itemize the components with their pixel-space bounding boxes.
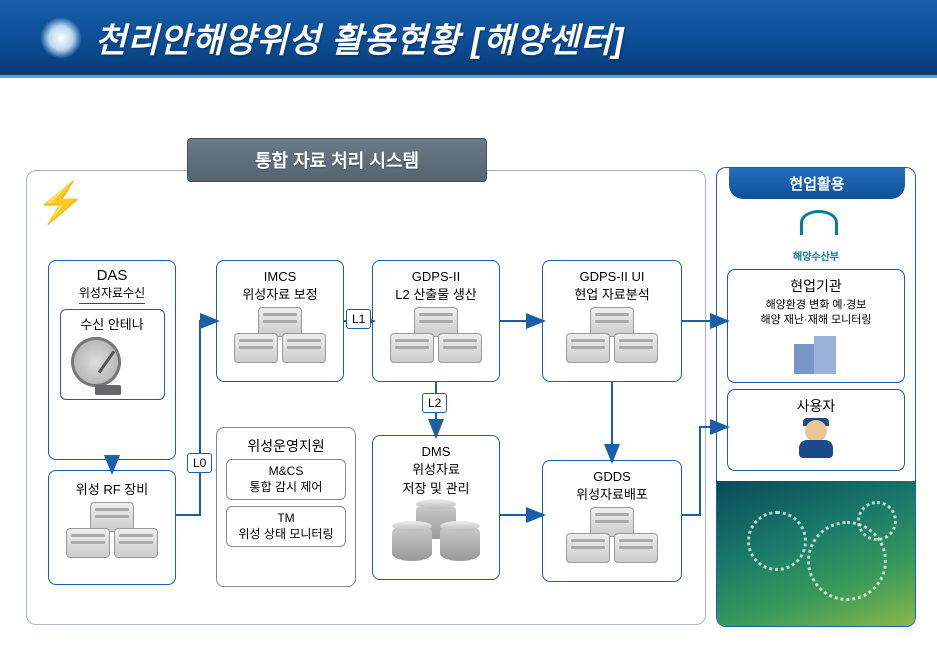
side-card-org: 현업기관 해양환경 변화 예·경보 해양 재난·재해 모니터링 bbox=[727, 269, 905, 383]
node-gdps2ui: GDPS-II UI 현업 자료분석 bbox=[542, 260, 682, 382]
node-imcs: IMCS 위성자료 보정 bbox=[216, 260, 344, 382]
ministry-logo-icon bbox=[792, 210, 840, 248]
org-line1: 해양환경 변화 예·경보 bbox=[734, 298, 898, 313]
label-l0: L0 bbox=[187, 453, 212, 473]
servers-icon bbox=[62, 502, 162, 562]
ocean-image bbox=[717, 481, 915, 626]
main-system-title: 통합 자료 처리 시스템 bbox=[187, 138, 487, 182]
servers-icon bbox=[386, 307, 486, 367]
node-dms: DMS 위성자료 저장 및 관리 bbox=[372, 435, 500, 580]
servers-icon bbox=[562, 307, 662, 367]
support-tm: TM 위성 상태 모니터링 bbox=[226, 506, 346, 547]
gdds-title: GDDS 위성자료배포 bbox=[576, 469, 648, 503]
side-box: 현업활용 해양수산부 현업기관 해양환경 변화 예·경보 해양 재난·재해 모니… bbox=[716, 167, 916, 627]
database-icon bbox=[386, 501, 486, 561]
dms-title: DMS 위성자료 저장 및 관리 bbox=[402, 444, 469, 497]
das-title-text: DAS bbox=[97, 267, 128, 284]
servers-icon bbox=[562, 507, 662, 567]
support-title: 위성운영지원 bbox=[247, 436, 324, 456]
das-subtitle: 위성자료수신 bbox=[79, 286, 145, 301]
label-l2: L2 bbox=[422, 393, 447, 413]
node-gdps2: GDPS-II L2 산출물 생산 bbox=[372, 260, 500, 382]
label-l1: L1 bbox=[346, 309, 371, 329]
side-header: 현업활용 bbox=[729, 167, 905, 199]
node-rf: 위성 RF 장비 bbox=[48, 470, 176, 585]
rf-label: 위성 RF 장비 bbox=[76, 479, 148, 498]
org-line2: 해양 재난·재해 모니터링 bbox=[734, 313, 898, 328]
das-title: DAS 위성자료수신 bbox=[79, 267, 145, 304]
imcs-title: IMCS 위성자료 보정 bbox=[242, 269, 317, 303]
user-title: 사용자 bbox=[734, 396, 898, 416]
side-card-user: 사용자 bbox=[727, 389, 905, 471]
org-title: 현업기관 bbox=[734, 276, 898, 296]
das-antenna-box: 수신 안테나 bbox=[60, 309, 165, 400]
node-das: DAS 위성자료수신 수신 안테나 bbox=[48, 260, 176, 460]
node-support: 위성운영지원 M&CS 통합 감시 제어 TM 위성 상태 모니터링 bbox=[216, 427, 356, 587]
diagram-canvas: ⚡ 통합 자료 처리 시스템 DAS 위성자료수신 수신 안테나 위성 RF 장… bbox=[0, 95, 937, 653]
node-gdds: GDDS 위성자료배포 bbox=[542, 460, 682, 582]
sailor-icon bbox=[794, 418, 838, 462]
page-title: 천리안해양위성 활용현황 [해양센터] bbox=[95, 13, 625, 62]
ministry-label: 해양수산부 bbox=[717, 248, 915, 263]
gdps2ui-title: GDPS-II UI 현업 자료분석 bbox=[574, 269, 649, 303]
support-mcs: M&CS 통합 감시 제어 bbox=[226, 459, 346, 500]
gdps2-title: GDPS-II L2 산출물 생산 bbox=[395, 269, 476, 303]
servers-icon bbox=[230, 307, 330, 367]
das-antenna-label: 수신 안테나 bbox=[67, 314, 158, 333]
building-icon bbox=[794, 334, 838, 374]
dish-icon bbox=[67, 335, 137, 395]
title-bar: 천리안해양위성 활용현황 [해양센터] bbox=[0, 0, 937, 78]
lightning-icon: ⚡ bbox=[36, 179, 86, 226]
